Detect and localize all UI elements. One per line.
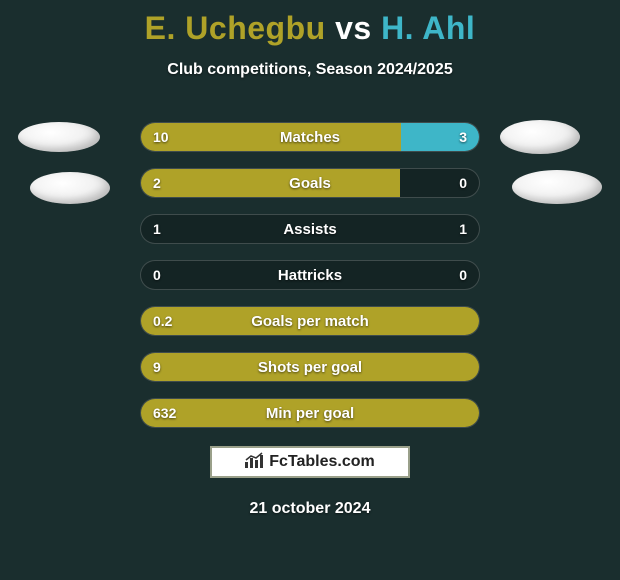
player-logo-placeholder — [512, 170, 602, 204]
bar-row: Min per goal632 — [140, 398, 480, 428]
metric-label: Assists — [141, 215, 479, 243]
bar-left-fill — [141, 123, 401, 151]
vs-text: vs — [335, 10, 372, 46]
bar-row: Matches103 — [140, 122, 480, 152]
chart-icon — [245, 452, 265, 473]
subtitle: Club competitions, Season 2024/2025 — [0, 61, 620, 79]
left-value: 1 — [153, 215, 161, 243]
player-logo-placeholder — [500, 120, 580, 154]
player1-name: E. Uchegbu — [145, 10, 326, 46]
player-logo-placeholder — [30, 172, 110, 204]
bar-row: Assists1 1 — [140, 214, 480, 244]
bar-row: Shots per goal9 — [140, 352, 480, 382]
left-value: 0 — [153, 261, 161, 289]
bar-left-fill — [141, 307, 479, 335]
logo-text: FcTables.com — [269, 453, 375, 471]
date-label: 21 october 2024 — [0, 500, 620, 518]
metric-label: Hattricks — [141, 261, 479, 289]
bar-row: Hattricks0 0 — [140, 260, 480, 290]
bar-right-fill — [401, 123, 479, 151]
bar-left-fill — [141, 399, 479, 427]
fctables-logo: FcTables.com — [210, 446, 410, 478]
bar-left-fill — [141, 169, 400, 197]
page-title: E. Uchegbu vs H. Ahl — [0, 0, 620, 47]
bar-row: Goals per match0.2 — [140, 306, 480, 336]
player-logo-placeholder — [18, 122, 100, 152]
comparison-bars: Matches103Goals20Assists11Hattricks00Goa… — [140, 122, 480, 444]
bar-left-fill — [141, 353, 479, 381]
right-value: 1 — [459, 215, 467, 243]
bar-row: Goals20 — [140, 168, 480, 198]
player2-name: H. Ahl — [381, 10, 475, 46]
right-value: 0 — [459, 169, 467, 197]
right-value: 0 — [459, 261, 467, 289]
